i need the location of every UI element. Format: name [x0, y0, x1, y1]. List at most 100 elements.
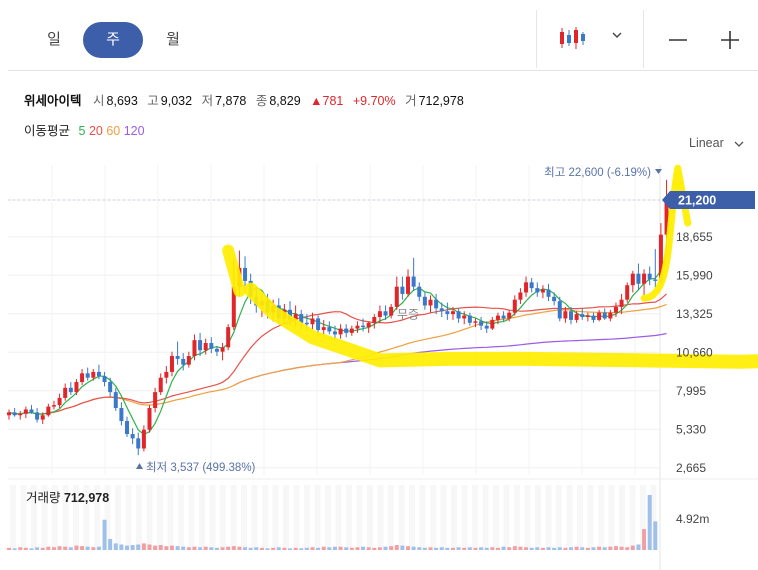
ma-60[interactable]: 60 [106, 124, 121, 138]
candle-body [580, 314, 585, 318]
highlight-arrow [640, 164, 692, 302]
close-value: 8,829 [269, 94, 301, 108]
volume-bar [490, 547, 495, 550]
candle-body [546, 289, 551, 297]
candle-body [192, 340, 197, 357]
candle-body [597, 312, 602, 320]
ma-20[interactable]: 20 [88, 124, 103, 138]
volume-grid-col [398, 485, 405, 550]
volume-grid-col [640, 485, 646, 550]
candle-body [664, 200, 669, 235]
candle [445, 302, 450, 320]
min-marker-icon [136, 463, 143, 469]
price-chart[interactable]: 무증 최고 22,600 (-6.19%) 최저 3,537 (499.38%) 18… [0, 160, 758, 570]
y-tick-label: 15,990 [676, 268, 713, 282]
candle-body [338, 328, 343, 335]
volume-grid-col [430, 485, 436, 550]
volume-bar [372, 547, 377, 550]
high-label: 고 [147, 94, 159, 108]
volume-bar [214, 547, 219, 550]
candle [40, 412, 45, 424]
volume-bar [636, 544, 641, 550]
ma-120[interactable]: 120 [123, 124, 145, 138]
candle-body [91, 371, 96, 378]
volume-grid-col [377, 485, 384, 550]
candle-body [349, 328, 354, 333]
candle [372, 314, 377, 329]
candle [647, 266, 652, 286]
tab-monthly[interactable]: 월 [166, 31, 180, 48]
volume-bar [80, 546, 85, 550]
candle [507, 309, 512, 322]
volume-bar [434, 547, 439, 550]
volume-axis-label: 4.92m [676, 512, 709, 526]
toolbar-divider [8, 70, 758, 71]
volume-grid-col [283, 485, 289, 550]
chart-type-selector[interactable] [536, 10, 644, 68]
volume-grid-col [73, 485, 79, 550]
candlestick-icon [560, 27, 585, 49]
candle-body [439, 308, 444, 312]
volume-grid-col [440, 485, 447, 550]
candle [136, 432, 141, 456]
candle-body [394, 286, 399, 307]
candle-body [377, 311, 382, 318]
candle-body [68, 387, 73, 393]
volume-bar [29, 548, 34, 550]
ma-20-line [8, 293, 667, 415]
volume-bar [186, 547, 191, 550]
volume-grid-col [199, 485, 205, 550]
candle-body [619, 299, 624, 307]
candle [422, 292, 427, 310]
volume-grid-col [566, 485, 573, 550]
volume-bar [585, 547, 590, 550]
low-label: 저 [201, 94, 214, 108]
candle [35, 408, 40, 423]
candle [428, 295, 433, 313]
volume-bar [74, 545, 79, 550]
volume-grid-col [146, 485, 153, 550]
candle [495, 312, 500, 325]
volume-bar [299, 548, 304, 550]
candle-body [321, 327, 326, 331]
candle-body [473, 321, 478, 323]
scale-selector[interactable]: Linear [689, 136, 745, 150]
volume-bar [304, 547, 309, 550]
candle [479, 317, 484, 331]
change-up-icon: ▲ [310, 94, 323, 108]
candle-body [243, 267, 248, 281]
volume-bar [602, 547, 607, 550]
volume-bar [450, 547, 455, 550]
tab-daily[interactable]: 일 [47, 31, 61, 48]
y-tick-label: 5,330 [676, 422, 706, 436]
candle [394, 276, 399, 310]
volume-grid-col [115, 485, 121, 550]
volume-label: 거 [405, 94, 417, 108]
zoom-in-button[interactable] [712, 22, 748, 58]
candle-body [366, 322, 371, 328]
volume-bar [647, 495, 652, 550]
volume-grid-col [167, 485, 174, 550]
candle-body [293, 314, 298, 320]
candle [625, 282, 630, 303]
open-value: 8,693 [106, 94, 138, 108]
candle-body [316, 318, 321, 331]
volume-bar [192, 546, 197, 550]
tab-weekly[interactable]: 주 [83, 22, 143, 58]
candle-body [557, 301, 562, 319]
open-label: 시 [93, 94, 105, 108]
volume-bar [445, 547, 450, 550]
volume-bar [96, 546, 101, 550]
candle [366, 321, 371, 333]
candle-body [456, 311, 461, 319]
ma-5[interactable]: 5 [78, 124, 86, 138]
candle-body [642, 273, 647, 284]
volume-bar [383, 546, 388, 550]
zoom-out-button[interactable] [660, 22, 696, 58]
volume-grid-col [220, 485, 226, 550]
candle [467, 312, 472, 326]
volume-bar [456, 547, 461, 550]
chevron-down-icon [612, 32, 622, 38]
volume-grid-col [619, 485, 625, 550]
volume-grid-col [188, 485, 195, 550]
